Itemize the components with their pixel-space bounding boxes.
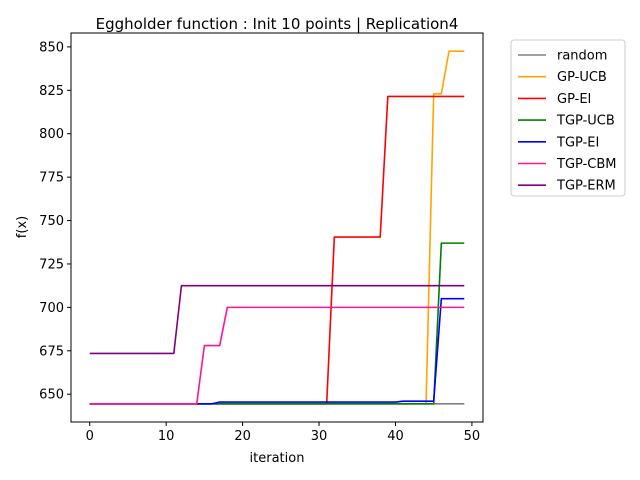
x-tick-label: 0 <box>86 429 94 444</box>
legend-label: random <box>557 49 607 64</box>
x-tick-label: 10 <box>158 429 175 444</box>
y-tick-label: 725 <box>39 257 64 272</box>
x-axis-label: iteration <box>250 451 305 466</box>
y-tick-label: 850 <box>39 40 64 55</box>
series-line-gp-ei <box>89 95 465 405</box>
legend-label: GP-EI <box>557 92 591 107</box>
series-line-gp-ucb <box>89 50 465 405</box>
series-line-tgp-ucb <box>89 242 465 405</box>
series-line-tgp-ei <box>89 297 465 405</box>
y-tick-label: 800 <box>39 127 64 142</box>
legend-label: TGP-ERM <box>556 179 616 194</box>
x-tick-label: 30 <box>311 429 328 444</box>
chart-legend: random GP-UCB GP-EI TGP-UCB TGP-EI TGP-CBM TGP… <box>510 39 626 197</box>
series-line-tgp-erm <box>89 284 465 355</box>
series-line-tgp-cbm <box>89 306 465 405</box>
chart-title: Eggholder function : Init 10 points | Re… <box>96 15 459 33</box>
y-tick-label: 675 <box>39 344 64 359</box>
legend-label: TGP-CBM <box>556 157 616 172</box>
x-tick-label: 20 <box>234 429 251 444</box>
legend-label: TGP-EI <box>556 135 599 150</box>
y-axis-label: f(x) <box>15 216 30 238</box>
y-tick-label: 650 <box>39 388 64 403</box>
y-axis-ticks: 650 675 700 725 750 775 800 825 850 <box>39 40 71 403</box>
y-tick-label: 825 <box>39 84 64 99</box>
y-tick-label: 775 <box>39 171 64 186</box>
x-tick-label: 50 <box>464 429 481 444</box>
y-tick-label: 700 <box>39 301 64 316</box>
plot-area-frame <box>70 32 484 423</box>
x-tick-label: 40 <box>387 429 404 444</box>
legend-label: TGP-UCB <box>556 114 615 129</box>
x-axis-ticks: 0 10 20 30 40 50 <box>86 422 481 444</box>
legend-box <box>510 39 626 197</box>
y-tick-label: 750 <box>39 214 64 229</box>
legend-label: GP-UCB <box>557 70 607 85</box>
series-lines <box>89 50 465 405</box>
